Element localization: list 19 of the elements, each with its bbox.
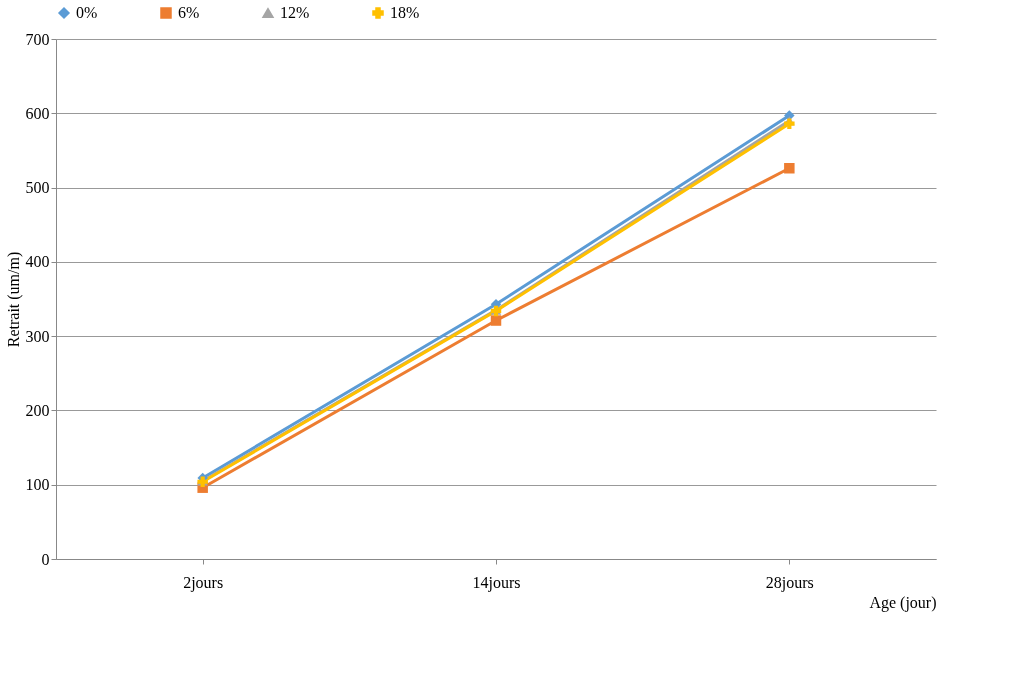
y-tick-label: 400	[25, 253, 50, 271]
y-tick-label: 100	[25, 476, 50, 494]
point	[490, 315, 502, 326]
legend-label: 18%	[390, 4, 420, 21]
x-tick-label: 28jours	[765, 573, 814, 592]
y-tick-label: 600	[25, 104, 50, 122]
x-tick-label: 2jours	[183, 573, 224, 592]
point	[784, 163, 795, 174]
y-tick-label: 300	[25, 327, 50, 345]
legend-label: 6%	[178, 4, 200, 21]
legend-label: 12%	[280, 4, 310, 21]
x-axis-title: Age (jour)	[869, 593, 937, 612]
y-tick-label: 200	[25, 401, 50, 419]
legend-label: 0%	[76, 4, 98, 21]
x-tick-label: 14jours	[472, 573, 521, 592]
y-tick-label: 500	[25, 179, 50, 197]
y-tick-label: 0	[41, 550, 50, 568]
y-axis-title: Retrait (um/m)	[4, 251, 23, 348]
y-tick-label: 700	[25, 30, 50, 48]
